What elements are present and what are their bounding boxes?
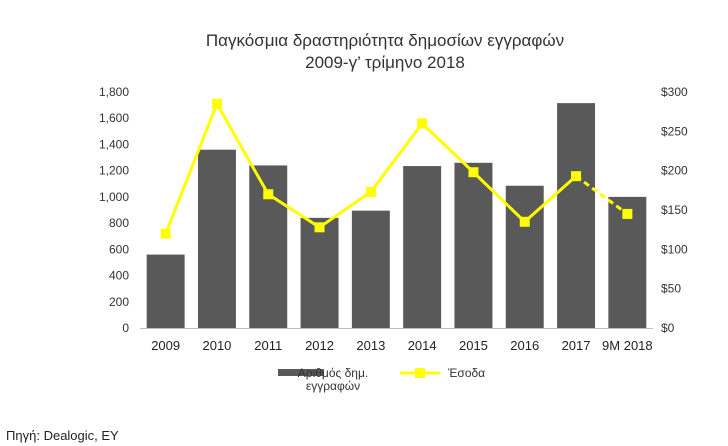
revenue-point (160, 228, 171, 239)
bars-group (146, 103, 647, 329)
left-axis-tick-label: 1,000 (99, 190, 129, 204)
left-axis-tick-label: 800 (109, 216, 129, 230)
left-axis-tick-label: 200 (109, 295, 129, 309)
bar (146, 254, 185, 328)
x-axis-category-label: 2015 (459, 338, 488, 353)
x-axis-category-label: 2010 (202, 338, 231, 353)
labels-group: 0 200 400 600 800 1,000 1,200 1,400 1,600 1,800 $0… (99, 85, 688, 353)
right-axis-tick-label: $200 (661, 164, 688, 178)
right-axis-tick-label: $150 (661, 203, 688, 217)
revenue-point (519, 216, 530, 227)
bar (197, 149, 236, 328)
x-axis-category-label: 2014 (408, 338, 437, 353)
bar (403, 166, 442, 328)
revenue-line-estimate-segment (575, 174, 629, 216)
right-axis-tick-label: $250 (661, 124, 688, 138)
left-axis-tick-label: 600 (109, 242, 129, 256)
revenue-point (263, 189, 274, 200)
left-axis-tick-label: 1,400 (99, 137, 129, 151)
legend-group: Αριθμός δημ.εγγραφών Έσοδα (278, 366, 485, 393)
revenue-point (211, 98, 222, 109)
left-axis-tick-label: 400 (109, 269, 129, 283)
left-axis-tick-label: 1,800 (99, 85, 129, 99)
x-axis-category-label: 2016 (510, 338, 539, 353)
x-axis-category-label: 2011 (254, 338, 282, 353)
x-axis-category-label: 2009 (151, 338, 180, 353)
bar (351, 210, 390, 328)
legend-label-line: Έσοδα (447, 366, 485, 380)
right-axis-tick-label: $100 (661, 242, 688, 256)
x-axis-category-label: 2017 (562, 338, 591, 353)
chart-title: Παγκόσμια δραστηριότητα δημοσίων εγγραφώ… (0, 30, 728, 74)
bar (557, 103, 596, 329)
bar (454, 162, 493, 328)
x-axis-category-label: 9M 2018 (602, 338, 653, 353)
right-axis-tick-label: $50 (661, 282, 681, 296)
right-axis-tick-label: $300 (661, 85, 688, 99)
legend-label-bars: Αριθμός δημ. (298, 366, 368, 380)
x-axis-category-label: 2012 (305, 338, 334, 353)
left-axis-tick-label: 1,200 (99, 164, 129, 178)
revenue-point (468, 167, 479, 178)
source-note: Πηγή: Dealogic, EY (6, 428, 119, 443)
bar (300, 217, 339, 328)
legend-label-bars: εγγραφών (306, 379, 360, 393)
legend-swatch-bars (278, 369, 324, 376)
revenue-point (365, 186, 376, 197)
chart-title-line-1: Παγκόσμια δραστηριότητα δημοσίων εγγραφώ… (205, 31, 565, 50)
left-axis-tick-label: 0 (122, 321, 129, 335)
revenue-point (571, 171, 582, 182)
left-axis-tick-label: 1,600 (99, 111, 129, 125)
revenue-point (417, 118, 428, 129)
revenue-point (314, 222, 325, 233)
chart-title-line-2: 2009-γ’ τρίμηνο 2018 (305, 53, 465, 72)
legend-swatch-marker (415, 368, 425, 378)
revenue-point (622, 208, 633, 219)
x-axis-category-label: 2013 (356, 338, 385, 353)
right-axis-tick-label: $0 (661, 321, 675, 335)
line-group (160, 98, 633, 239)
